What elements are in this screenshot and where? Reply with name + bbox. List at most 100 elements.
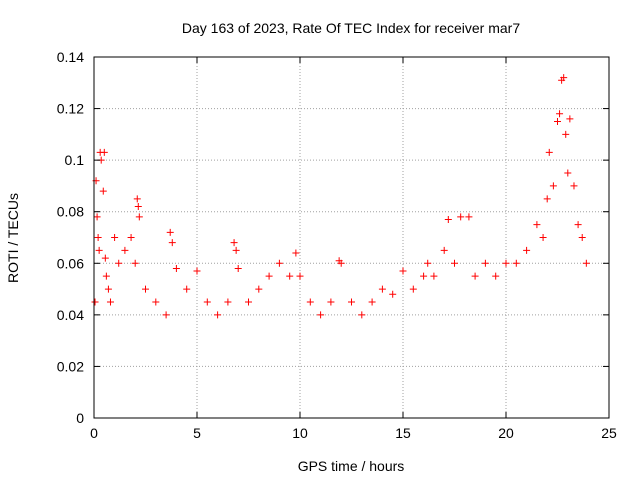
data-point [348,298,355,306]
data-point [481,259,489,267]
data-point [420,272,428,280]
data-point [214,311,222,319]
y-tick-label: 0 [76,410,84,426]
data-point [562,130,570,138]
y-tick-label: 0.02 [57,358,84,374]
data-point [358,311,366,319]
data-point [502,259,510,267]
data-point [203,298,211,306]
data-point [100,148,108,156]
data-point [424,259,432,267]
y-tick-label: 0.1 [65,152,85,168]
data-point [168,239,176,247]
data-point [389,290,397,298]
y-tick-label: 0.14 [57,49,84,65]
data-point [457,213,465,221]
data-point [471,272,479,280]
x-tick-label: 10 [292,425,308,441]
data-point [102,272,110,280]
y-tick-label: 0.06 [57,255,84,271]
data-point [232,246,240,254]
data-point [368,298,376,306]
data-point [512,259,520,267]
data-point [133,195,141,203]
data-point [337,259,345,267]
data-point [444,215,452,223]
x-tick-label: 20 [498,425,514,441]
x-tick-label: 25 [601,425,617,441]
data-point [306,298,314,306]
data-point [255,285,263,293]
y-axis-label: ROTI / TECUs [5,193,21,283]
data-points [91,74,590,319]
data-point [317,311,325,319]
x-tick-label: 15 [395,425,411,441]
data-point [564,169,572,177]
y-tick-label: 0.04 [57,307,84,323]
data-point [121,246,129,254]
data-point [570,182,578,190]
y-tick-label: 0.12 [57,101,84,117]
data-point [430,272,438,280]
data-point [560,74,568,82]
data-point [574,221,582,229]
data-point [230,239,238,247]
data-point [142,285,149,293]
data-point [106,298,114,306]
data-point [152,298,160,306]
data-point [399,267,407,275]
data-point [543,195,551,203]
data-point [234,264,242,272]
data-point [286,272,294,280]
data-point [539,234,547,241]
data-point [582,259,590,267]
data-point [378,285,386,293]
data-point [296,272,304,280]
data-point [94,234,102,241]
data-point [275,259,283,267]
data-point [131,259,139,267]
chart-title: Day 163 of 2023, Rate Of TEC Index for r… [182,20,520,36]
data-point [111,234,119,241]
data-point [183,285,191,293]
data-point [193,267,201,275]
axis-ticks: 0 5 10 15 20 25 0 0.02 0.04 0.06 0.08 0.1 0.12 0.14 [57,49,617,441]
data-point [566,115,574,123]
data-point [127,234,135,241]
data-point [134,203,142,211]
data-point [166,228,174,236]
data-point [409,285,417,293]
data-point [95,246,103,254]
data-point [265,272,273,280]
data-point [99,187,107,195]
data-point [492,272,500,280]
data-point [292,249,300,257]
data-point [578,234,586,241]
data-point [556,110,564,118]
data-point [224,298,232,306]
data-point [451,259,458,267]
x-tick-label: 5 [193,425,201,441]
data-point [327,298,335,306]
data-point [549,182,557,190]
data-point [104,285,112,293]
data-point [545,148,553,156]
data-point [465,213,473,221]
data-point [115,259,123,267]
data-point [533,221,541,229]
data-point [523,246,531,254]
grid-lines [94,57,609,418]
y-tick-label: 0.08 [57,204,84,220]
x-axis-label: GPS time / hours [298,458,405,474]
data-point [135,213,143,221]
data-point [101,254,109,262]
x-tick-label: 0 [90,425,98,441]
data-point [554,117,561,125]
data-point [91,298,99,306]
data-point [172,264,180,272]
plot-frame [93,56,610,419]
data-point [93,213,101,221]
data-point [440,246,448,254]
data-point [245,298,252,306]
